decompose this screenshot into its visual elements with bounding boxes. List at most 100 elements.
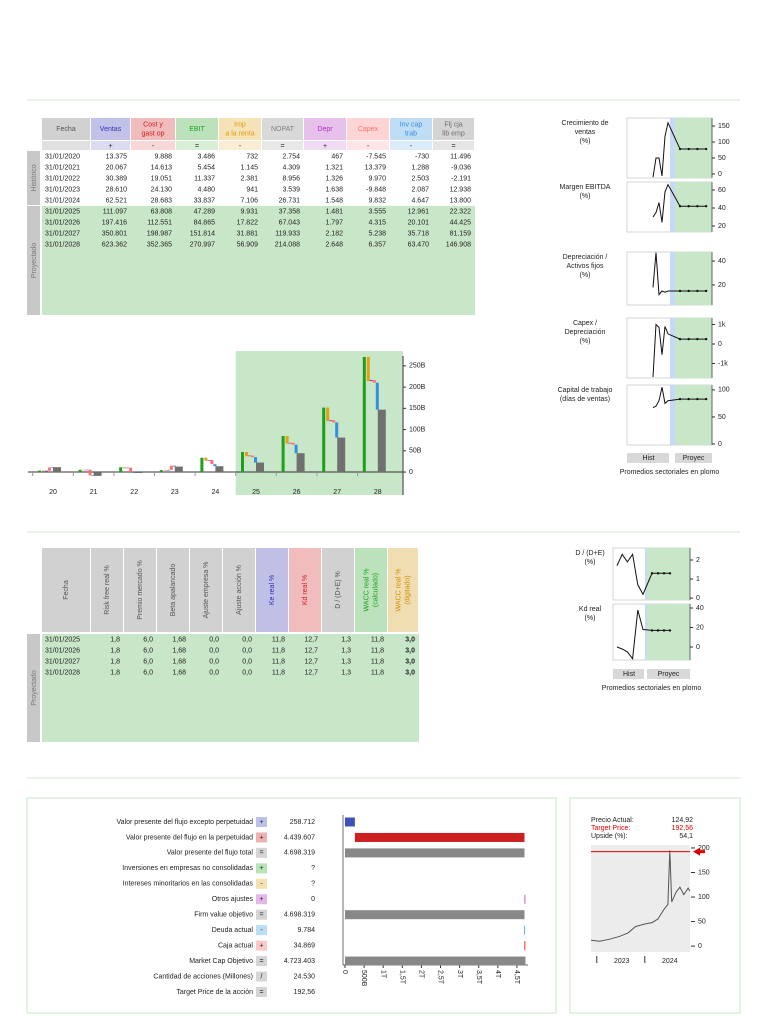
item-value: 4.439.607 [284, 834, 315, 841]
sign-cell [304, 141, 346, 150]
waterfall-segment [169, 465, 173, 470]
cell-value: 0,0 [242, 658, 252, 665]
waterfall-segment [241, 451, 244, 473]
header-cell [223, 548, 255, 632]
cell-value: -2.191 [451, 175, 471, 182]
cell-value: 11,8 [272, 636, 285, 643]
waterfall-segment [362, 356, 366, 473]
valuation-bar [344, 817, 355, 827]
cell-value: 214.088 [275, 241, 300, 248]
ratio-point [696, 289, 699, 293]
chart-title: (%) [580, 338, 591, 345]
sign-cell [42, 141, 90, 150]
waterfall-segment [213, 464, 217, 467]
y-tick-label: 40 [718, 205, 726, 212]
proj-label-box [647, 669, 690, 679]
column-header: D / (D+E) % [335, 571, 342, 609]
cell-value: 0,0 [209, 658, 219, 665]
cell-value: 2.754 [282, 153, 300, 160]
y-tick-label: 0 [696, 595, 700, 602]
cell-value: -7.545 [366, 153, 386, 160]
cell-value: 2.087 [411, 186, 429, 193]
chart-title: (%) [585, 615, 596, 622]
cell-value: 12,7 [304, 669, 318, 676]
column-sign: = [195, 143, 199, 150]
column-header: Capex [358, 126, 379, 133]
item-label: Target Price de la acción [176, 989, 253, 996]
cell-value: 62.521 [106, 197, 128, 204]
row-date: 31/01/2025 [45, 208, 80, 215]
ratio-point [687, 289, 690, 293]
cell-value: 20.067 [106, 164, 128, 171]
item-label: Inversiones en empresas no consolidadas [122, 865, 253, 872]
x-tick-label: 24 [212, 489, 220, 496]
ratio-point [696, 337, 699, 341]
free-cash-flow-bar [337, 437, 346, 473]
cell-value: 6,0 [143, 647, 153, 654]
chart-title: (%) [585, 559, 596, 566]
transition-band [670, 252, 675, 305]
cell-value: 350.801 [102, 230, 127, 237]
cell-value: 0,0 [242, 669, 252, 676]
column-sign: + [108, 143, 112, 150]
y-tick-label: 20 [696, 624, 704, 631]
free-cash-flow-bar [53, 467, 61, 473]
waterfall-segment [285, 436, 289, 444]
header-cell [91, 548, 123, 632]
projection-background [675, 385, 712, 445]
cell-value: 4.309 [282, 164, 300, 171]
cell-value: 12.938 [450, 186, 472, 193]
y-tick-label: 200 [698, 845, 710, 852]
cell-value: 20.101 [408, 219, 430, 226]
cell-value: 6,0 [143, 658, 153, 665]
valuation-bar [344, 910, 525, 920]
y-tick-label: 1k [718, 321, 726, 328]
hist-label: Hist [642, 455, 654, 462]
waterfall-segment [48, 467, 51, 471]
item-sign: - [260, 881, 263, 888]
cell-value: 84.865 [194, 219, 216, 226]
sign-box [256, 909, 267, 920]
free-cash-flow-bar [215, 466, 224, 473]
column-sign: - [239, 143, 242, 150]
x-tick-label: 4T [494, 970, 501, 979]
price-value: 54,1 [679, 833, 693, 840]
note: Promedios sectoriales en plomo [620, 469, 720, 476]
projection-background [42, 634, 419, 742]
free-cash-flow-bar [174, 466, 183, 473]
cell-value: 198.987 [147, 230, 172, 237]
valuation-bar [344, 848, 525, 858]
ratio-point [687, 397, 690, 401]
group-bar [27, 151, 40, 205]
waterfall-segment [288, 442, 292, 444]
cell-value: 24.130 [151, 186, 173, 193]
waterfall-segment [366, 356, 370, 382]
waterfall-segment [172, 465, 176, 467]
ratio-point [678, 289, 682, 293]
cell-value: 1.145 [240, 164, 258, 171]
cell-value: 1,68 [172, 658, 186, 665]
ratio-point [704, 204, 708, 208]
column-header: Kd real % [302, 575, 309, 605]
ratio-point [668, 629, 672, 632]
y-tick-label: 100B [409, 426, 426, 433]
cell-value: 1.548 [325, 197, 343, 204]
cell-value: 941 [246, 186, 258, 193]
cell-value: 22.322 [450, 208, 472, 215]
cell-value: 5.238 [368, 230, 386, 237]
x-tick-label: 2024 [662, 958, 678, 965]
free-cash-flow-bar [256, 462, 264, 473]
cell-value: 1,3 [341, 647, 351, 654]
header-cell [347, 118, 389, 140]
y-tick-label: 1 [696, 576, 700, 583]
chart-title: Kd real [579, 606, 602, 613]
column-header: Fecha [63, 580, 70, 600]
price-line [590, 850, 691, 942]
waterfall-segment [129, 467, 133, 472]
cell-value: 2.648 [325, 241, 343, 248]
price-value: 192,56 [672, 825, 694, 832]
cell-value: 12,7 [304, 658, 318, 665]
cell-value: -730 [415, 153, 429, 160]
cell-value: 12.961 [408, 208, 430, 215]
